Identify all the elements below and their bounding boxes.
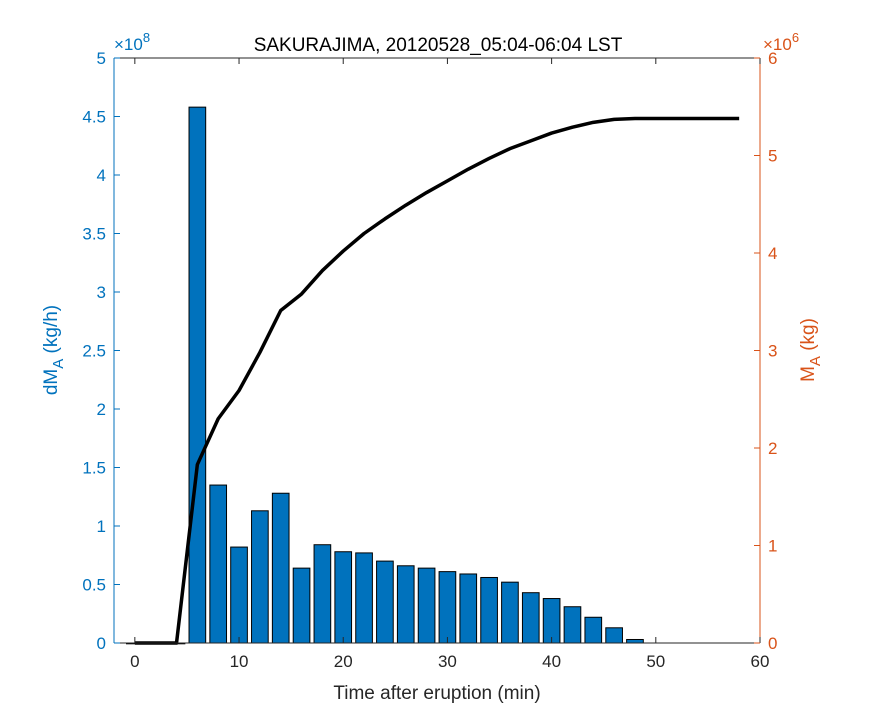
right-y-axis-title-part-0: M	[798, 366, 819, 382]
bar-series	[126, 106, 644, 645]
left-y-multiplier-base: ×10	[114, 35, 143, 54]
left-y-tick-label: 3	[97, 283, 106, 302]
bar	[563, 606, 582, 644]
bar	[459, 573, 478, 644]
bar	[376, 560, 394, 644]
bar	[271, 492, 290, 644]
bar	[355, 552, 373, 644]
left-y-axis-title-part-2: (kg/h)	[41, 305, 62, 359]
x-axis-title: Time after eruption (min)	[333, 683, 540, 704]
bar	[251, 510, 269, 644]
right-y-axis-title-part-1: A	[807, 356, 824, 366]
left-y-tick-label: 3.5	[82, 225, 106, 244]
left-y-tick-label: 2.5	[82, 342, 106, 361]
x-tick-label: 20	[334, 652, 353, 671]
right-y-multiplier-exponent: 6	[792, 30, 799, 45]
right-y-tick-label: 5	[768, 147, 777, 166]
left-y-tick-label: 0.5	[82, 576, 106, 595]
bar	[230, 546, 248, 644]
x-tick-label: 10	[230, 652, 249, 671]
bar	[313, 544, 332, 644]
bar	[438, 571, 457, 644]
right-y-tick-label: 2	[768, 439, 777, 458]
right-y-tick-label: 0	[768, 634, 777, 653]
right-y-axis-title-part-2: (kg)	[798, 318, 819, 356]
left-y-tick-label: 4	[97, 166, 106, 185]
bar	[626, 638, 644, 644]
left-y-tick-label: 0	[97, 634, 106, 653]
right-y-tick-label: 4	[768, 244, 777, 263]
left-y-tick-label: 1	[97, 517, 106, 536]
bar	[396, 565, 415, 644]
bar	[188, 106, 207, 644]
bar	[209, 484, 228, 644]
bar	[417, 567, 436, 644]
left-y-axis-title-part-0: dM	[41, 369, 62, 395]
right-y-multiplier-base: ×10	[763, 35, 792, 54]
bar	[584, 616, 603, 644]
x-tick-label: 30	[438, 652, 457, 671]
cumulative-mass-line	[134, 116, 740, 645]
left-y-axis-title: dMA (kg/h)	[41, 305, 67, 395]
bar	[605, 627, 623, 644]
bar	[521, 592, 540, 644]
bar	[501, 581, 519, 644]
left-y-tick-label: 4.5	[82, 108, 106, 127]
chart-title: SAKURAJIMA, 20120528_05:04-06:04 LST	[254, 35, 623, 56]
right-y-axis-title: MA (kg)	[798, 318, 824, 382]
bar	[480, 576, 498, 644]
right-y-multiplier: ×106	[763, 30, 799, 54]
x-tick-label: 60	[751, 652, 770, 671]
bar	[542, 598, 561, 644]
x-tick-label: 40	[542, 652, 561, 671]
axes: 0 10 20 30 40 50 6000.511.522.533.544.55012345…	[41, 30, 824, 704]
right-y-tick-label: 1	[768, 537, 777, 556]
left-y-multiplier-exponent: 8	[143, 30, 150, 45]
bar	[292, 567, 311, 644]
left-y-tick-label: 5	[97, 49, 106, 68]
left-y-tick-label: 1.5	[82, 459, 106, 478]
left-y-multiplier: ×108	[114, 30, 150, 54]
x-tick-label: 50	[646, 652, 665, 671]
left-y-axis-title-part-1: A	[50, 359, 67, 369]
right-y-tick-label: 3	[768, 342, 777, 361]
line-series	[134, 116, 740, 645]
bar	[334, 551, 353, 644]
left-y-tick-label: 2	[97, 400, 106, 419]
x-tick-label: 0	[130, 652, 139, 671]
right-y-tick-label: 6	[768, 49, 777, 68]
